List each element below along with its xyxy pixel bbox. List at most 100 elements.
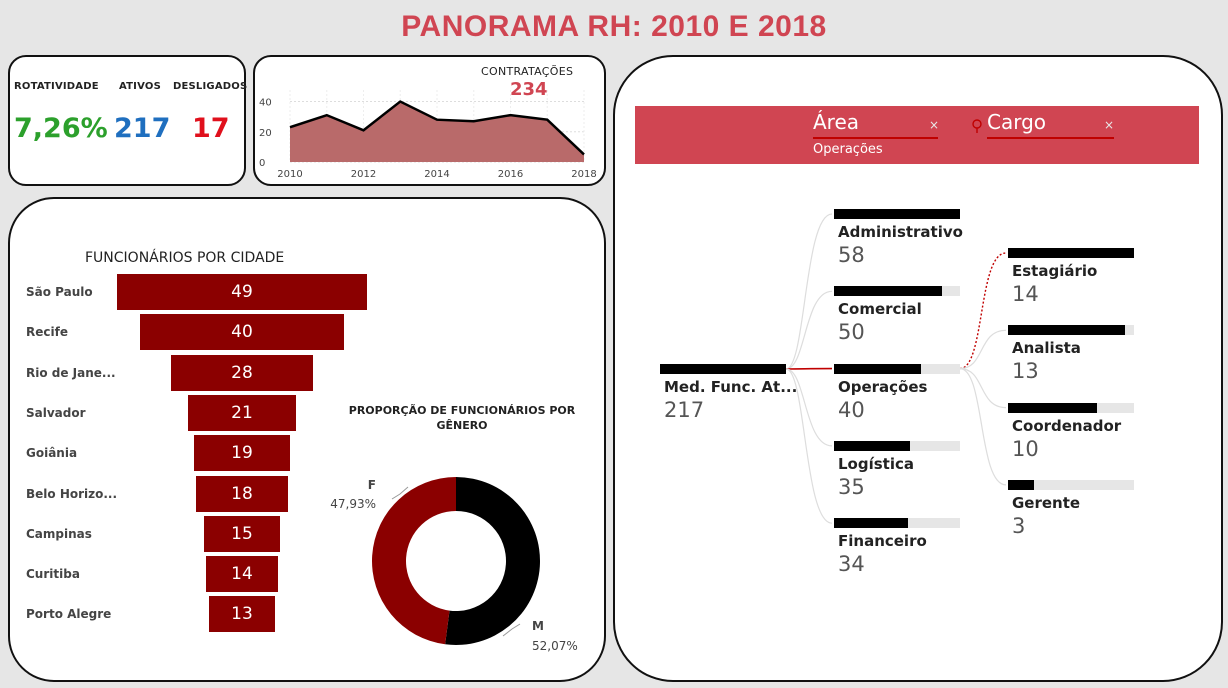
area-node-3-value: 35 [838,474,865,499]
contratacoes-area-chart: 40 20 0 2010 2012 2014 2016 2018 [259,90,597,180]
area-node-0-bar[interactable] [834,209,960,219]
cidade-card: FUNCIONÁRIOS POR CIDADE São Paulo 49 Recif… [8,197,606,682]
cargo-node-3-value: 3 [1012,513,1026,538]
kpi-card: ROTATIVIDADE ATIVOS DESLIGADOS 7,26% 217… [8,55,248,186]
city-bar[interactable]: 18 [196,475,288,512]
contratacoes-area [290,101,584,162]
lightbulb-icon [972,119,982,133]
area-node-4-bar[interactable] [834,518,960,529]
city-bar-value: 21 [231,402,253,423]
city-label: Curitiba [26,567,80,582]
genero-slice-f [371,476,456,645]
cargo-connector [959,368,1007,486]
cargo-node-0-value: 14 [1012,282,1039,306]
area-node-3-bar[interactable] [834,440,960,451]
city-bar-value: 15 [231,523,253,544]
genero-value-f: 47,93% [330,497,376,511]
area-node-3-label: Logística [838,454,914,473]
contratacoes-xtick: 2014 [424,169,449,180]
cargo-node-0-label: Estagiário [1012,262,1098,280]
area-filter-clear-icon[interactable]: × [929,118,940,132]
city-bar[interactable]: 49 [117,274,367,310]
cargo-connector [959,368,1007,409]
cidade-chart-title: FUNCIONÁRIOS POR CIDADE [85,250,285,266]
city-bar-value: 49 [231,282,253,302]
area-node-2-bar[interactable] [834,363,960,374]
cargo-filter-underline [987,137,1114,139]
area-node-2-label: Operações [838,377,928,396]
city-label: Salvador [26,405,86,420]
area-node-1-bar[interactable] [834,286,960,297]
area-filter-underline [813,137,938,139]
connector [785,368,833,447]
area-node-1-bar-fill [834,286,943,297]
contratacoes-total: 234 [510,79,548,100]
city-bar[interactable]: 14 [206,556,278,593]
tree-connectors [785,213,1007,524]
city-bar-value: 19 [231,443,253,464]
cargo-node-2-label: Coordenador [1012,416,1122,435]
cargo-filter-clear-icon[interactable]: × [1104,118,1115,132]
contratacoes-ytick: 0 [259,158,265,169]
genero-title-line2: GÊNERO [436,419,488,432]
page-title: PANORAMA RH: 2010 E 2018 [401,10,827,43]
area-node-3-bar-fill [834,440,910,451]
tree-root-label: Med. Func. At... [664,378,798,396]
city-bar[interactable]: 13 [208,596,276,633]
contratacoes-xtick: 2018 [571,169,596,180]
leader-line-m [502,623,521,637]
cargo-node-2-value: 10 [1012,436,1039,461]
cargo-node-1-bar-fill [1008,325,1126,336]
desligados-value: 17 [192,113,230,144]
genero-label-m: M [532,619,544,633]
connector [785,368,833,524]
tree-root-bar-fill [660,364,786,374]
city-bar[interactable]: 21 [188,394,296,431]
city-label: Campinas [26,526,92,541]
tree-root-bar[interactable] [660,364,786,374]
area-node-2-bar-fill [834,363,921,374]
area-filter-selected[interactable]: Operações [813,142,883,157]
genero-slice-m [445,477,540,645]
cargo-filter-label[interactable]: Cargo [987,110,1047,134]
city-label: Rio de Jane... [26,365,116,380]
contratacoes-card: CONTRATAÇÕES 234 40 20 0 2010 2012 2014 2016 20… [253,55,606,186]
area-node-1-value: 50 [838,320,865,345]
rotatividade-label: ROTATIVIDADE [14,81,99,92]
cargo-node-3-bar-fill [1008,479,1035,490]
area-node-2-value: 40 [838,397,865,422]
connector [785,213,833,370]
city-label: Recife [26,325,68,340]
city-bar[interactable]: 40 [139,314,345,351]
city-bar[interactable]: 28 [170,354,314,391]
contratacoes-xtick: 2012 [351,169,376,180]
city-bar[interactable]: 19 [193,435,291,472]
cargo-node-1-value: 13 [1012,359,1039,384]
city-label: Belo Horizo... [26,486,118,501]
rotatividade-value: 7,26% [14,113,108,144]
area-node-4-value: 34 [838,552,865,577]
contratacoes-ytick: 40 [259,98,272,109]
contratacoes-ytick: 20 [259,128,272,139]
desligados-label: DESLIGADOS [173,81,248,92]
cargo-node-3-label: Gerente [1012,493,1081,512]
genero-label-f: F [368,478,376,492]
city-bar-value: 13 [231,604,253,625]
city-bar-value: 18 [231,483,253,504]
city-bar[interactable]: 15 [203,515,281,552]
ativos-label: ATIVOS [119,81,161,92]
cargo-node-0-bar[interactable] [1008,248,1134,258]
contratacoes-line [289,100,585,156]
cargo-node-1-bar[interactable] [1008,325,1134,336]
cargo-node-3-bar[interactable] [1008,479,1134,490]
decomposition-card: Área × Operações Cargo × Med. Func. At..… [613,55,1223,682]
area-node-0-label: Administrativo [838,223,963,241]
filter-slicer-bar: Área × Operações Cargo × [635,106,1199,164]
area-node-4-label: Financeiro [838,532,927,551]
cargo-node-2-bar[interactable] [1008,402,1134,413]
area-node-0-value: 58 [838,243,865,267]
cargo-node-1-label: Analista [1012,339,1081,358]
city-label: Goiânia [26,446,78,461]
cargo-connector [959,329,1007,370]
area-filter-label[interactable]: Área [813,110,860,134]
